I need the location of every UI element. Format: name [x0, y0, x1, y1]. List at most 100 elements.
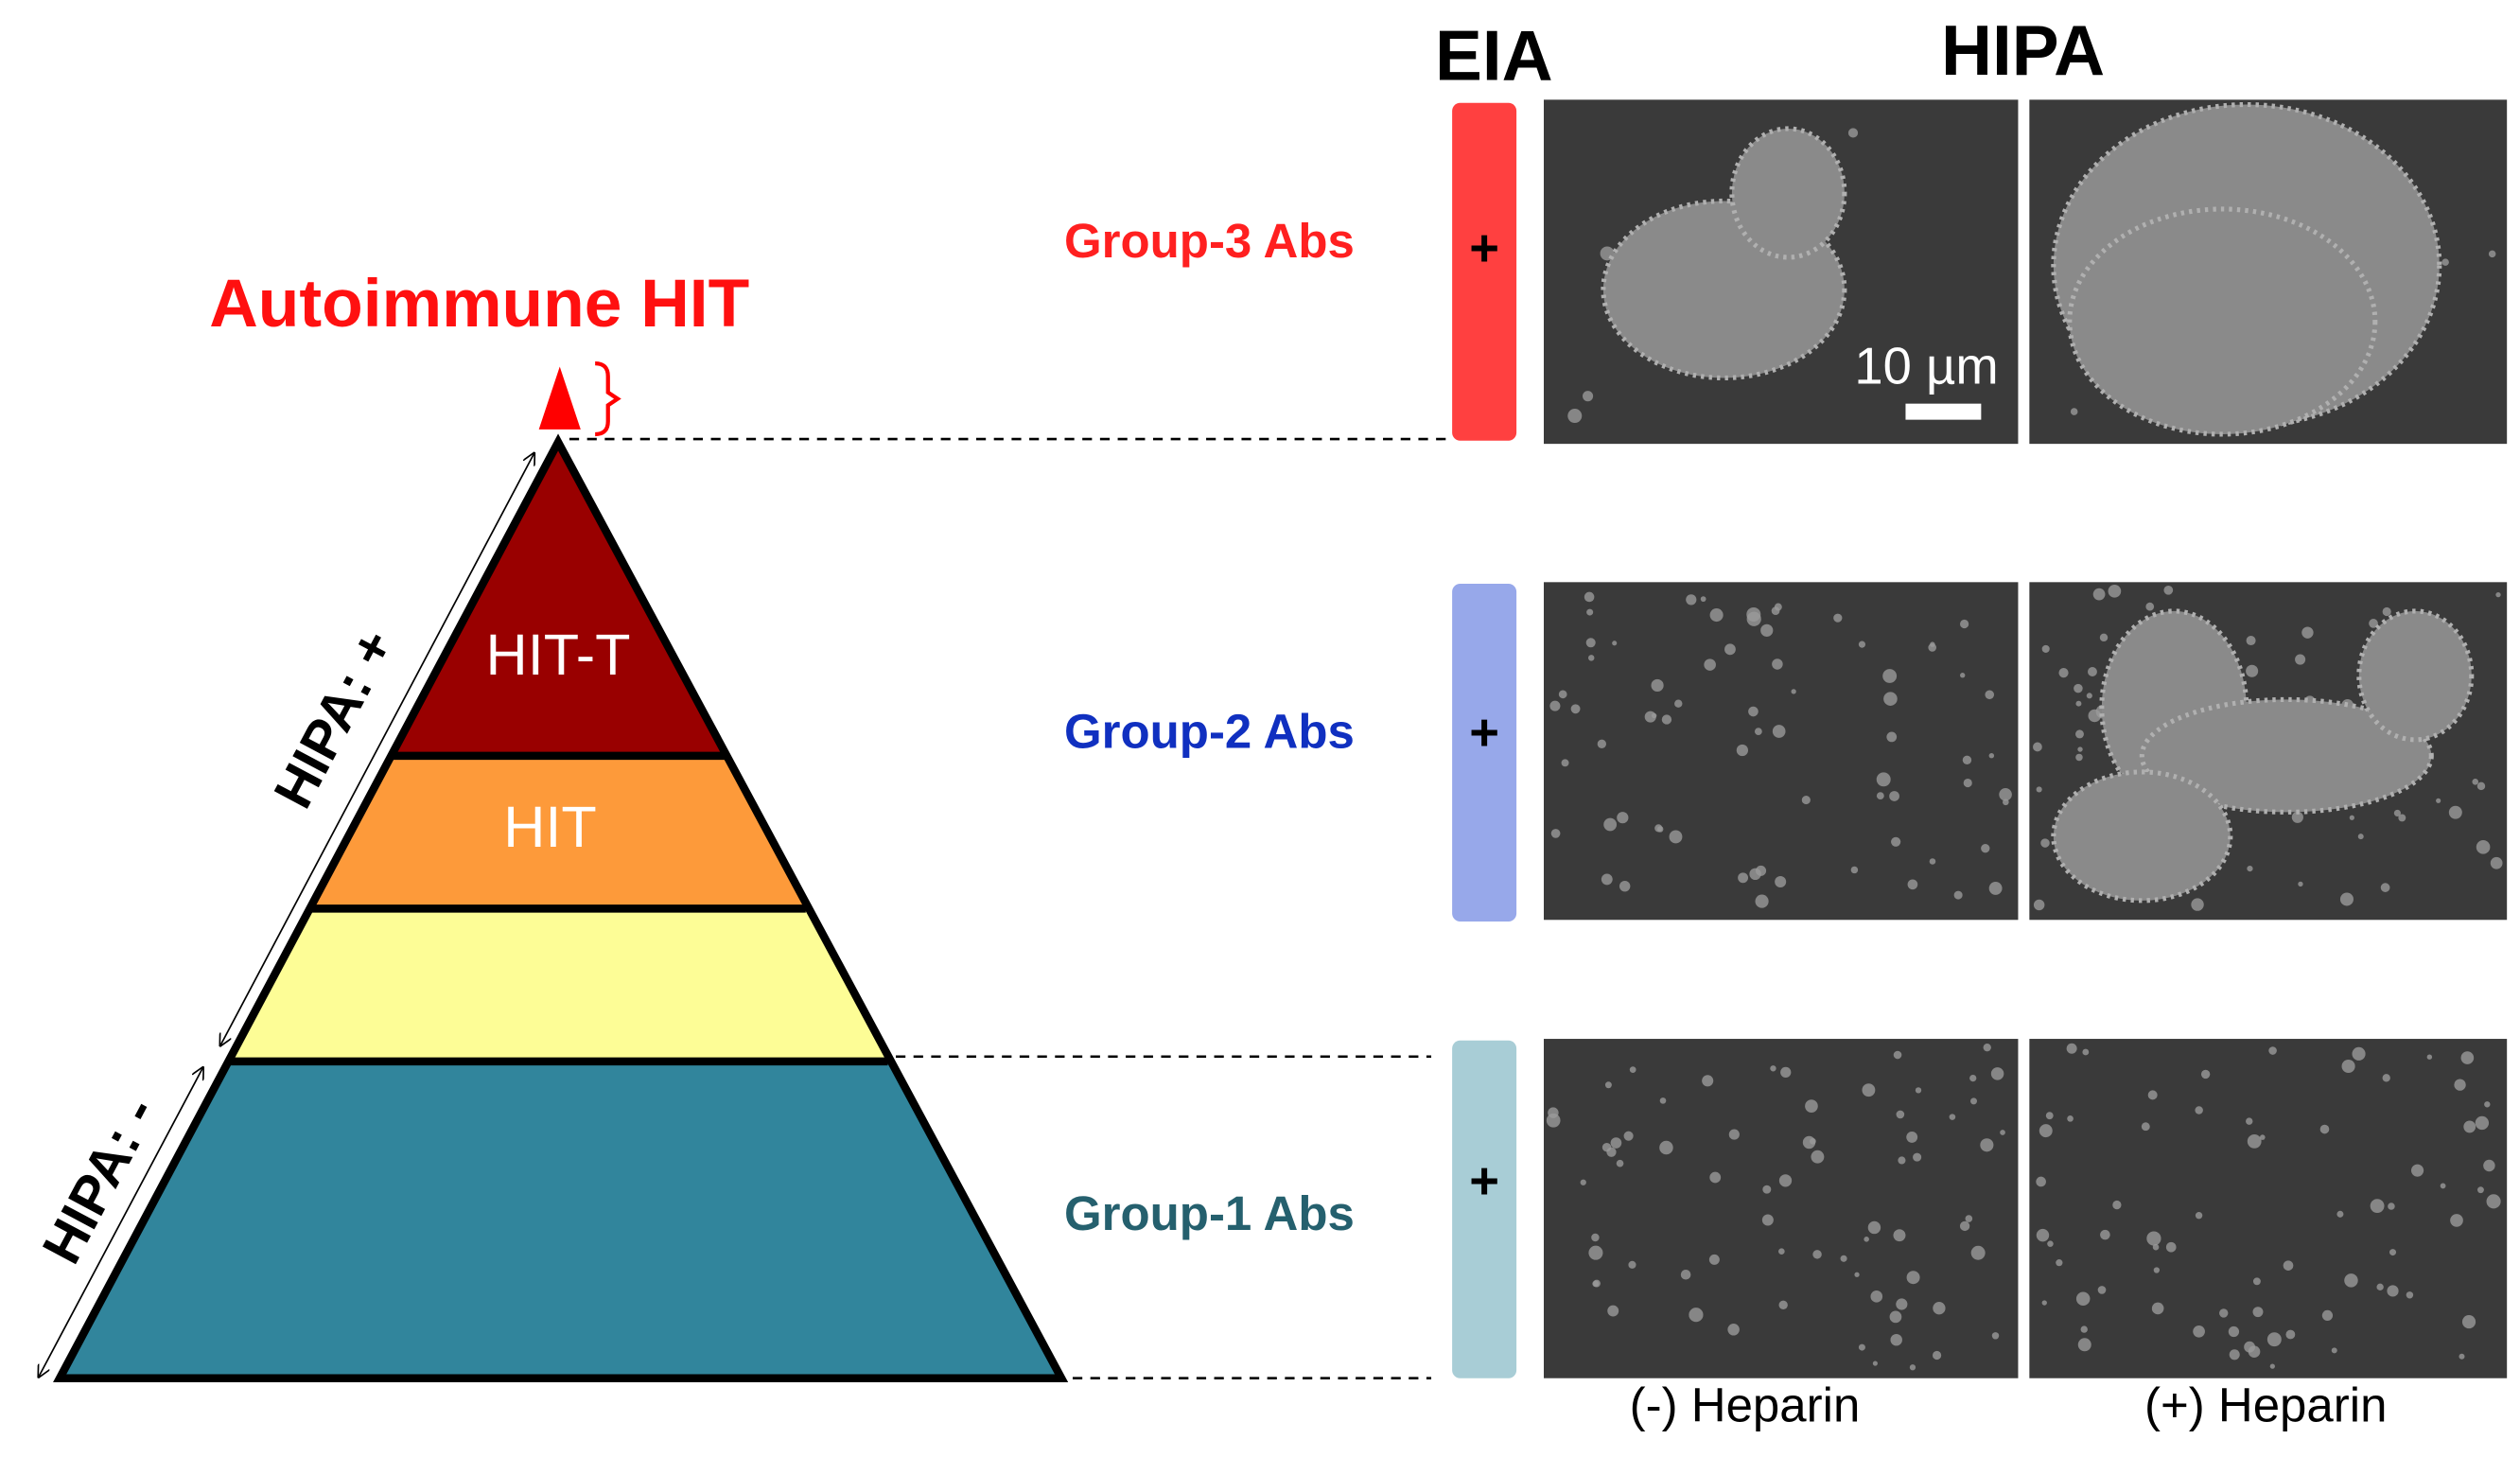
particle: [1607, 1305, 1619, 1317]
particle: [2436, 798, 2441, 803]
particle: [2380, 883, 2390, 892]
layer-teal: [60, 1061, 1062, 1378]
eia-result: +: [1469, 704, 1499, 762]
particle: [2411, 1164, 2424, 1177]
particle: [2285, 1329, 2296, 1340]
particle: [2163, 585, 2174, 595]
particle: [1772, 658, 1783, 670]
particle: [1909, 1364, 1916, 1371]
header: HIPA: [1941, 10, 2105, 90]
particle: [2321, 1309, 2334, 1322]
particle: [1962, 755, 1972, 765]
particle: [2357, 834, 2364, 840]
particle: [2260, 1134, 2266, 1140]
particle: [2398, 814, 2406, 822]
particle: [1991, 1332, 2000, 1340]
particle: [1686, 594, 1697, 606]
particle: [2077, 1338, 2091, 1352]
particle: [1628, 1260, 1636, 1269]
eia-result: +: [1469, 219, 1499, 277]
particle: [1810, 1137, 1816, 1145]
particle: [2476, 781, 2486, 791]
particle: [1981, 844, 1990, 853]
particle: [1604, 1081, 1612, 1089]
particle: [2246, 636, 2256, 646]
particle: [2448, 805, 2462, 819]
particle: [1550, 829, 1561, 838]
particle: [2488, 250, 2496, 258]
particle: [2484, 1101, 2491, 1108]
particle: [1980, 1138, 1994, 1152]
scale-bar-label: 10 µm: [1854, 337, 1998, 395]
micrograph: [2029, 1039, 2508, 1378]
particle: [2246, 1117, 2253, 1125]
particle: [1708, 1254, 1720, 1265]
particle: [1932, 1350, 1942, 1360]
particle: [1760, 623, 1774, 637]
particle: [1985, 690, 1995, 700]
particle: [2146, 1231, 2161, 1246]
aggregate: [2067, 206, 2378, 437]
particle: [2075, 700, 2082, 707]
particle: [2229, 1349, 2240, 1360]
particle: [1889, 1310, 1902, 1324]
particle: [1736, 744, 1749, 757]
aggregate: [2051, 769, 2233, 904]
particle: [1886, 731, 1898, 743]
particle: [1960, 673, 1966, 678]
group-label: Group-1 Abs: [1064, 1186, 1355, 1240]
particle: [1771, 606, 1780, 615]
particle: [2036, 1228, 2050, 1242]
particle: [1778, 1174, 1793, 1187]
particle: [2147, 1090, 2158, 1100]
particle: [2041, 1300, 2047, 1306]
particle: [2099, 633, 2109, 642]
particle: [2426, 1054, 2433, 1060]
particle: [1850, 866, 1859, 874]
particle: [2100, 1229, 2110, 1240]
eia-bar: [1452, 102, 1517, 441]
particle: [1654, 824, 1663, 833]
particle: [1864, 1237, 1869, 1242]
aggregate: [1729, 126, 1847, 260]
particle: [1893, 1229, 1906, 1242]
particle: [2370, 1199, 2385, 1214]
particle: [1762, 1185, 1772, 1194]
particle: [1929, 858, 1936, 865]
particle: [2058, 668, 2069, 678]
particle: [1583, 391, 1594, 402]
particle: [1755, 894, 1769, 908]
particle: [2298, 881, 2303, 887]
particle: [2247, 1133, 2262, 1149]
particle: [2070, 408, 2078, 415]
particle: [1811, 1150, 1825, 1164]
particle: [2441, 258, 2449, 266]
particle: [2112, 1200, 2122, 1210]
particle: [2349, 815, 2354, 820]
scale-bar: [1905, 403, 1982, 420]
particle: [1728, 1129, 1740, 1140]
particle: [2486, 1194, 2501, 1209]
aggregate: [2356, 608, 2475, 743]
micrograph: [1544, 582, 2019, 921]
particle: [2490, 856, 2503, 869]
particle: [2246, 664, 2259, 677]
particle: [1601, 1142, 1612, 1152]
particle: [1872, 1360, 1878, 1366]
particle: [1770, 1065, 1776, 1072]
particle: [2244, 1341, 2256, 1353]
particle: [1601, 873, 1613, 886]
particle: [2472, 779, 2479, 785]
particle: [2406, 1291, 2414, 1299]
particle: [2389, 1249, 2397, 1256]
particle: [1889, 791, 1899, 801]
particle: [2145, 602, 2155, 611]
particle: [1970, 1097, 1978, 1105]
particle: [1585, 638, 1596, 648]
particle: [1928, 643, 1937, 652]
particle: [2440, 1183, 2446, 1189]
particle: [1651, 678, 1664, 693]
particle: [1674, 699, 1683, 708]
particle: [1847, 128, 1859, 138]
particle: [1775, 875, 1787, 887]
